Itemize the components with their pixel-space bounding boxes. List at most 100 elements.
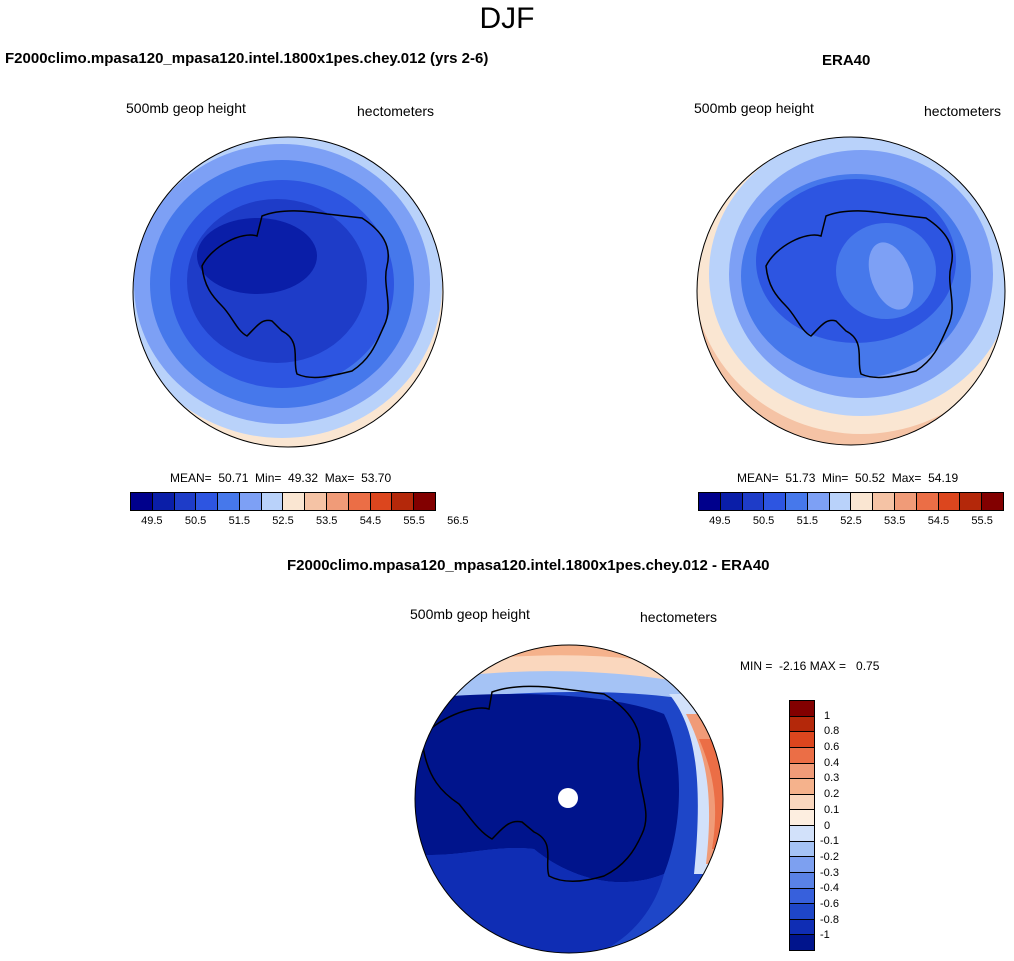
colorbar-tick-label: 52.5	[272, 515, 294, 527]
panel-3-colorbar-labels: 1 0.8 0.6 0.4 0.3 0.2 0.1 0 -0.1 -0.2 -0.3 -0.4 -0.6…	[820, 700, 860, 951]
colorbar-tick-label: 49.5	[709, 515, 731, 527]
panel-1-map	[132, 136, 444, 448]
colorbar-tick-label: -0.2	[820, 850, 839, 863]
panel-2-title: ERA40	[822, 52, 871, 69]
panel-1-title: F2000climo.mpasa120_mpasa120.intel.1800x…	[5, 50, 489, 67]
colorbar-swatch	[851, 493, 874, 510]
colorbar-swatch	[305, 493, 328, 510]
colorbar-swatch	[790, 794, 814, 811]
colorbar-swatch	[370, 493, 393, 510]
colorbar-tick-label: -0.4	[820, 882, 839, 895]
colorbar-swatch	[790, 747, 814, 764]
colorbar-tick-label: 0.1	[824, 803, 840, 816]
p3-band-top-pale	[434, 671, 714, 704]
colorbar-swatch	[873, 493, 896, 510]
colorbar-swatch	[152, 493, 175, 510]
colorbar-swatch	[327, 493, 349, 510]
colorbar-swatch	[960, 493, 983, 510]
colorbar-tick-label: -0.8	[820, 913, 839, 926]
p1-coastline	[201, 210, 389, 379]
colorbar-swatch	[348, 493, 371, 510]
colorbar-swatch	[807, 493, 830, 510]
colorbar-swatch	[764, 493, 787, 510]
panel-2-units: hectometers	[924, 103, 1002, 119]
colorbar-swatch	[829, 493, 852, 510]
colorbar-swatch	[790, 716, 814, 733]
panel-1-stats: MEAN= 50.71 Min= 49.32 Max= 53.70	[170, 471, 392, 485]
colorbar-swatch	[790, 701, 814, 717]
colorbar-tick-label: -0.1	[820, 835, 839, 848]
colorbar-swatch	[196, 493, 219, 510]
colorbar-tick-label: -0.3	[820, 866, 839, 879]
colorbar-tick-label: -1	[820, 929, 830, 942]
colorbar-tick-label: 51.5	[796, 515, 818, 527]
colorbar-swatch	[790, 841, 814, 858]
panel-3-stats: MIN = -2.16 MAX = 0.75	[740, 659, 880, 673]
colorbar-swatch	[283, 493, 306, 510]
colorbar-swatch	[790, 779, 814, 795]
p3-coastline	[421, 685, 647, 882]
colorbar-tick-label: 56.5	[447, 515, 469, 527]
colorbar-swatch	[790, 872, 814, 889]
colorbar-swatch	[790, 904, 814, 920]
colorbar-swatch	[790, 763, 814, 780]
colorbar-swatch	[790, 857, 814, 873]
colorbar-swatch	[414, 493, 435, 510]
colorbar-tick-label: 1	[824, 709, 831, 722]
colorbar-tick-label: 49.5	[141, 515, 163, 527]
panel-3-title: F2000climo.mpasa120_mpasa120.intel.1800x…	[287, 557, 770, 574]
p3-band-right-hot	[699, 739, 723, 849]
colorbar-swatch	[916, 493, 939, 510]
colorbar-tick-label: 54.5	[359, 515, 382, 527]
season-title: DJF	[479, 2, 535, 35]
panel-3-map	[414, 644, 724, 954]
colorbar-tick-label: 53.5	[883, 515, 906, 527]
colorbar-tick-label: 0.6	[824, 741, 840, 754]
colorbar-tick-label: 51.5	[228, 515, 250, 527]
panel-2-variable: 500mb geop height	[694, 100, 814, 116]
panel-3-variable: 500mb geop height	[410, 606, 530, 622]
colorbar-swatch	[790, 935, 814, 950]
colorbar-tick-label: 55.5	[971, 515, 993, 527]
panel-1-colorbar	[130, 492, 436, 511]
colorbar-tick-label: -0.6	[820, 897, 839, 910]
colorbar-tick-label: 53.5	[315, 515, 338, 527]
colorbar-swatch	[786, 493, 808, 510]
colorbar-swatch	[982, 493, 1003, 510]
panel-1-variable: 500mb geop height	[126, 100, 246, 116]
colorbar-tick-label: 0.8	[824, 725, 840, 738]
colorbar-swatch	[742, 493, 765, 510]
colorbar-swatch	[174, 493, 197, 510]
colorbar-swatch	[895, 493, 917, 510]
colorbar-swatch	[239, 493, 262, 510]
p2-coastline	[765, 210, 953, 379]
colorbar-swatch	[790, 826, 814, 842]
p3-band-deep	[415, 694, 679, 883]
panel-3-colorbar	[789, 700, 815, 951]
p2-band-core	[868, 242, 914, 310]
colorbar-tick-label: 55.5	[403, 515, 425, 527]
colorbar-swatch	[790, 810, 814, 826]
panel-1-units: hectometers	[357, 103, 435, 119]
colorbar-swatch	[131, 493, 153, 510]
colorbar-swatch	[218, 493, 240, 510]
colorbar-tick-label: 52.5	[840, 515, 862, 527]
panel-2-stats: MEAN= 51.73 Min= 50.52 Max= 54.19	[737, 471, 959, 485]
colorbar-swatch	[261, 493, 284, 510]
colorbar-tick-label: 0.3	[824, 772, 840, 785]
colorbar-swatch	[938, 493, 961, 510]
colorbar-swatch	[790, 732, 814, 748]
colorbar-swatch	[790, 888, 814, 905]
panel-2-colorbar-labels: 49.550.551.552.553.554.555.556.5	[698, 515, 1004, 529]
colorbar-tick-label: 0.2	[824, 788, 840, 801]
colorbar-swatch	[720, 493, 743, 510]
colorbar-tick-label: 0.4	[824, 756, 840, 769]
colorbar-swatch	[699, 493, 721, 510]
colorbar-tick-label: 0	[824, 819, 831, 832]
colorbar-tick-label: 50.5	[752, 515, 775, 527]
colorbar-swatch	[392, 493, 415, 510]
p3-pole-hole	[558, 788, 578, 808]
panel-1-colorbar-labels: 49.5 50.5 51.5 52.5 53.5 54.5 55.5 56.5	[130, 515, 468, 529]
colorbar-tick-label: 54.5	[927, 515, 950, 527]
p1-band-deep	[197, 218, 317, 294]
